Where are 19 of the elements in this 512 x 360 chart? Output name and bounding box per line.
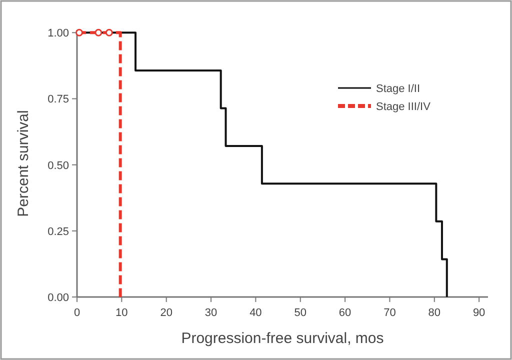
y-tick-label: 0.25 [48, 226, 69, 238]
x-tick-label: 10 [116, 307, 128, 319]
x-tick-label: 0 [74, 307, 80, 319]
x-tick-label: 80 [428, 307, 441, 319]
y-tick-label: 1.00 [48, 28, 69, 40]
x-tick-label: 20 [160, 307, 172, 319]
legend-label: Stage I/II [376, 83, 420, 95]
x-tick-label: 40 [250, 307, 262, 319]
x-axis-title: Progression-free survival, mos [181, 330, 384, 347]
y-axis-title: Percent survival [15, 110, 32, 217]
y-tick-label: 0.00 [48, 292, 69, 304]
x-tick-label: 60 [338, 307, 352, 319]
x-tick-label: 30 [204, 307, 218, 319]
x-tick-label: 70 [384, 307, 396, 319]
legend-label: Stage III/IV [376, 101, 432, 113]
y-tick-label: 0.75 [48, 94, 69, 106]
x-tick-label: 90 [472, 307, 486, 319]
x-tick-label: 50 [294, 307, 306, 319]
y-tick-label: 0.50 [48, 160, 69, 172]
